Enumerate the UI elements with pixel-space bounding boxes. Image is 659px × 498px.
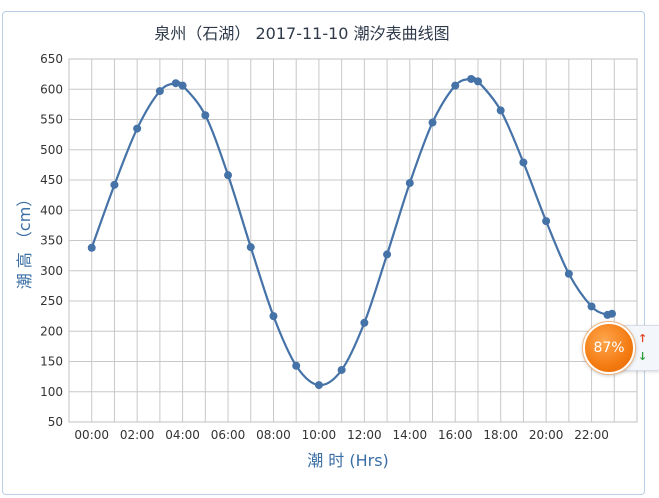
data-point: [87, 243, 96, 252]
x-tick-label: 00:00: [74, 428, 109, 442]
y-axis-ticks: 50 100 150 200 250 300 350 400 450 500 550 600 650: [40, 52, 63, 429]
data-point: [201, 111, 210, 120]
data-point: [178, 81, 187, 90]
data-point: [292, 361, 301, 370]
data-point: [246, 243, 255, 252]
data-point: [542, 217, 551, 226]
y-tick-label: 350: [40, 234, 63, 248]
x-tick-label: 06:00: [211, 428, 246, 442]
y-tick-label: 500: [40, 143, 63, 157]
data-point: [314, 381, 323, 390]
x-tick-label: 04:00: [165, 428, 200, 442]
percent-badge[interactable]: 87%: [583, 322, 635, 374]
data-point: [110, 180, 119, 189]
upload-arrow-icon: ↑: [638, 332, 648, 345]
data-point: [171, 79, 180, 88]
data-point: [337, 365, 346, 374]
data-point: [428, 118, 437, 127]
data-point: [360, 318, 369, 327]
data-point: [383, 250, 392, 259]
data-point: [269, 312, 278, 321]
y-tick-label: 100: [40, 385, 63, 399]
x-axis-ticks: 00:00 02:00 04:00 06:00 08:00 10:00 12:00 14:00…: [74, 428, 608, 442]
data-point: [608, 309, 617, 318]
y-tick-label: 550: [40, 113, 63, 127]
data-point: [564, 269, 573, 278]
tide-series: [87, 74, 617, 390]
x-tick-label: 12:00: [347, 428, 382, 442]
y-tick-label: 300: [40, 264, 63, 278]
x-tick-label: 20:00: [529, 428, 564, 442]
data-point: [519, 158, 528, 167]
data-point: [451, 81, 460, 90]
y-axis-label: 潮 高 （cm）: [15, 191, 34, 290]
x-tick-label: 16:00: [438, 428, 473, 442]
download-arrow-icon: ↓: [638, 350, 648, 363]
series-line: [90, 76, 613, 387]
plot-area: [68, 58, 638, 423]
y-tick-label: 200: [40, 324, 63, 338]
chart-title: 泉州（石湖） 2017-11-10 潮汐表曲线图: [154, 24, 449, 43]
progress-widget[interactable]: ↑ ↓ 87%: [583, 322, 659, 374]
data-point: [467, 74, 476, 83]
data-point: [155, 87, 164, 96]
y-tick-label: 250: [40, 294, 63, 308]
x-tick-label: 18:00: [483, 428, 518, 442]
x-tick-label: 02:00: [120, 428, 155, 442]
x-tick-label: 10:00: [302, 428, 337, 442]
data-point: [496, 106, 505, 115]
data-point: [405, 179, 414, 188]
x-tick-label: 14:00: [393, 428, 428, 442]
x-tick-label: 08:00: [256, 428, 291, 442]
y-tick-label: 50: [48, 415, 63, 429]
y-tick-label: 150: [40, 355, 63, 369]
x-axis-label: 潮 时 (Hrs): [307, 451, 389, 470]
data-point: [587, 302, 596, 311]
y-tick-label: 600: [40, 82, 63, 96]
data-point: [473, 77, 482, 86]
chart-frame: [2, 11, 645, 495]
y-tick-label: 450: [40, 173, 63, 187]
chart-grid: [68, 58, 638, 423]
y-tick-label: 650: [40, 52, 63, 66]
y-tick-label: 400: [40, 203, 63, 217]
data-point: [133, 124, 142, 133]
x-tick-label: 22:00: [574, 428, 609, 442]
data-point: [224, 171, 233, 180]
